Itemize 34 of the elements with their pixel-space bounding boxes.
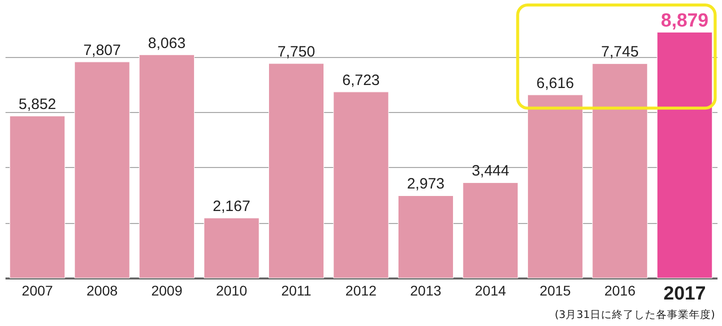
x-tick-label: 2014: [474, 282, 506, 298]
bar: [204, 218, 260, 278]
data-label: 7,750: [278, 44, 316, 61]
x-tick-label: 2008: [86, 282, 118, 298]
x-tick-label: 2013: [410, 282, 442, 298]
data-label: 8,879: [660, 10, 708, 32]
text: (3月31日に終了した各事業年度): [554, 308, 715, 321]
x-tick-label: 2017: [663, 284, 706, 304]
data-label: 2,167: [212, 198, 250, 216]
x-tick-label: 2010: [216, 282, 248, 298]
bar: [398, 195, 454, 278]
data-label: 6,723: [342, 72, 380, 89]
data-label: 3,444: [472, 162, 510, 180]
bar: [333, 92, 389, 278]
x-tick-label: 2009: [151, 282, 183, 298]
data-label: 7,745: [601, 44, 639, 61]
bar: [592, 63, 648, 278]
data-label: 8,063: [148, 34, 186, 52]
x-tick-label: 2011: [281, 282, 312, 298]
data-label: 7,807: [83, 42, 121, 59]
x-tick-label: 2016: [604, 282, 636, 298]
bar: [527, 94, 583, 278]
bar: [10, 116, 66, 278]
bar: [656, 32, 712, 278]
bar: [462, 182, 518, 278]
bar: [139, 54, 195, 278]
x-tick-label: 2012: [345, 282, 377, 298]
x-tick-label: 2007: [22, 282, 54, 298]
bar: [268, 63, 324, 278]
data-label: 2,973: [406, 176, 444, 193]
data-label: 6,616: [536, 74, 574, 92]
x-tick-label: 2015: [540, 282, 571, 298]
bar: [74, 62, 130, 278]
data-label: 5,852: [18, 96, 56, 114]
